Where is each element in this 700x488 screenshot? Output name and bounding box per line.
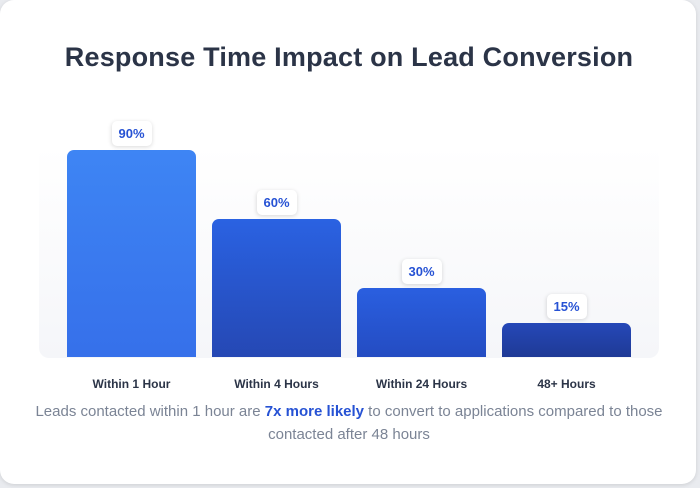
category-label: Within 1 Hour	[92, 377, 171, 391]
bar-4	[502, 322, 631, 357]
chart-title: Response Time Impact on Lead Conversion	[64, 42, 634, 72]
category-label: 48+ Hours	[537, 377, 596, 391]
bar-value-label: 15%	[546, 293, 587, 319]
category-label: Within 4 Hours	[234, 377, 319, 391]
bar-1	[67, 150, 196, 357]
bar-value-label: 60%	[256, 190, 297, 215]
caption-text-after: to convert to applications compared to t…	[268, 403, 663, 443]
chart-caption: Leads contacted within 1 hour are 7x mor…	[30, 400, 668, 446]
bar-2	[212, 219, 341, 357]
category-label: Within 24 Hours	[375, 377, 468, 391]
bar-3	[357, 288, 486, 357]
bar-value-label: 30%	[401, 259, 442, 284]
bar-value-label: 90%	[111, 121, 152, 146]
caption-text-before: Leads contacted within 1 hour are	[35, 403, 265, 420]
caption-highlight: 7x more likely	[264, 403, 365, 420]
